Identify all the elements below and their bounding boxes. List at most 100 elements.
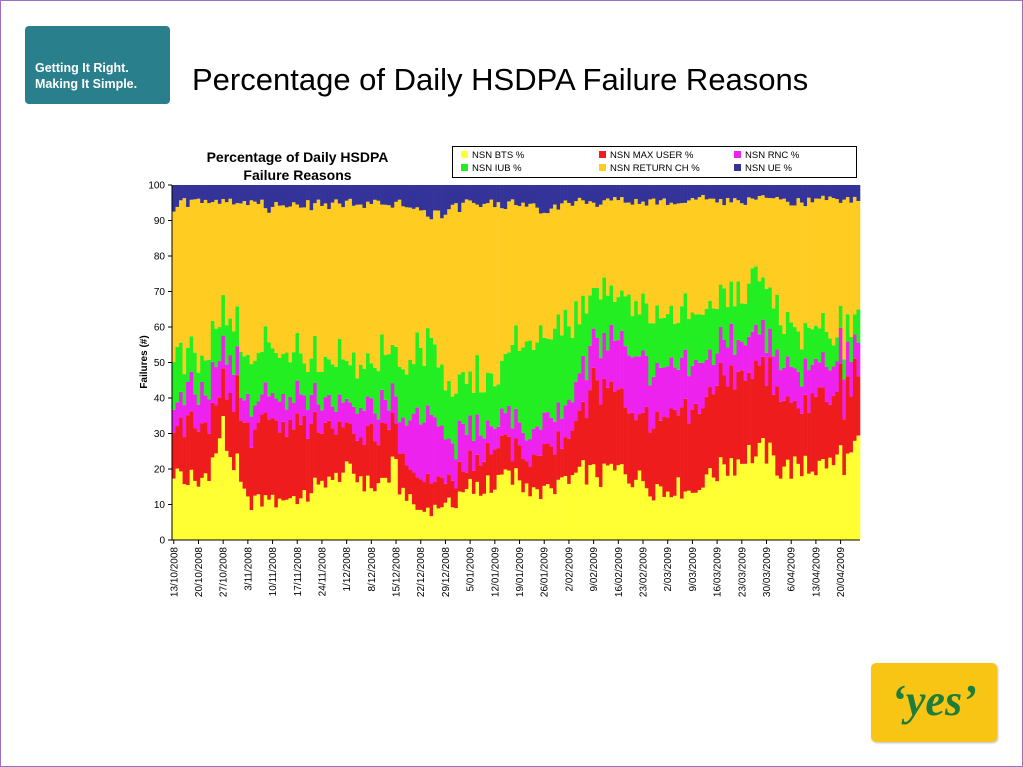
bar-segment-1 bbox=[436, 476, 441, 509]
bar-segment-3 bbox=[521, 347, 526, 433]
bar-segment-2 bbox=[461, 423, 466, 472]
bar-segment-5 bbox=[602, 185, 607, 201]
bar-segment-5 bbox=[613, 185, 617, 198]
bar-segment-3 bbox=[274, 352, 279, 399]
bar-segment-1 bbox=[591, 367, 596, 465]
bar-segment-2 bbox=[570, 402, 575, 431]
bar-segment-0 bbox=[355, 482, 360, 540]
bar-segment-0 bbox=[831, 465, 836, 540]
bar-segment-3 bbox=[429, 337, 434, 415]
bar-segment-5 bbox=[722, 185, 727, 206]
bar-segment-0 bbox=[231, 470, 236, 540]
bar-segment-5 bbox=[828, 185, 833, 197]
bar-segment-0 bbox=[778, 478, 783, 540]
bar-segment-1 bbox=[722, 375, 727, 465]
bar-segment-4 bbox=[687, 200, 691, 320]
bar-segment-1 bbox=[376, 445, 381, 484]
y-tick-label: 90 bbox=[154, 216, 166, 227]
bar-segment-0 bbox=[602, 463, 607, 540]
bar-segment-4 bbox=[510, 199, 515, 345]
bar-segment-1 bbox=[281, 421, 286, 501]
bar-segment-3 bbox=[584, 313, 589, 381]
bar-segment-3 bbox=[750, 268, 755, 332]
bar-segment-0 bbox=[549, 488, 554, 540]
bar-segment-0 bbox=[210, 457, 215, 540]
bar-segment-5 bbox=[228, 185, 233, 199]
bar-segment-1 bbox=[373, 441, 377, 492]
bar-segment-4 bbox=[673, 204, 677, 325]
bar-segment-1 bbox=[207, 433, 212, 482]
bar-segment-2 bbox=[341, 402, 346, 428]
bar-segment-4 bbox=[450, 204, 455, 397]
bar-segment-4 bbox=[810, 202, 815, 330]
bar-segment-1 bbox=[574, 421, 579, 473]
legend-entry-ue: NSN UE % bbox=[734, 163, 792, 175]
bar-segment-3 bbox=[747, 283, 751, 337]
bar-segment-5 bbox=[193, 185, 197, 200]
x-tick-label: 27/10/2008 bbox=[219, 547, 230, 597]
bar-segment-0 bbox=[563, 475, 568, 540]
bar-segment-5 bbox=[418, 185, 423, 211]
bar-segment-0 bbox=[771, 455, 776, 540]
bar-segment-0 bbox=[461, 492, 466, 540]
bar-segment-1 bbox=[369, 423, 374, 489]
bar-segment-1 bbox=[486, 442, 490, 476]
bar-segment-1 bbox=[605, 387, 610, 466]
bar-segment-2 bbox=[676, 369, 681, 416]
bar-segment-0 bbox=[542, 485, 547, 540]
bar-segment-1 bbox=[796, 408, 801, 464]
bar-segment-5 bbox=[309, 185, 314, 211]
bar-segment-4 bbox=[468, 200, 473, 372]
bar-segment-4 bbox=[845, 197, 850, 315]
legend-swatch-max-user bbox=[599, 151, 606, 158]
bar-segment-4 bbox=[807, 197, 811, 328]
bar-segment-1 bbox=[771, 394, 776, 456]
bar-segment-3 bbox=[665, 314, 670, 367]
bar-segment-0 bbox=[457, 491, 462, 540]
bar-segment-5 bbox=[567, 185, 571, 203]
bar-segment-3 bbox=[644, 303, 649, 356]
bar-segment-4 bbox=[556, 209, 561, 315]
bar-segment-4 bbox=[800, 202, 804, 350]
bar-segment-4 bbox=[404, 207, 409, 375]
bar-segment-4 bbox=[764, 197, 769, 289]
bar-segment-3 bbox=[771, 308, 776, 357]
bar-segment-0 bbox=[172, 478, 176, 540]
bar-segment-3 bbox=[697, 314, 702, 363]
bar-segment-5 bbox=[224, 185, 229, 203]
bar-segment-1 bbox=[182, 437, 187, 485]
bar-segment-4 bbox=[750, 198, 755, 269]
bar-segment-0 bbox=[824, 468, 829, 540]
bar-segment-4 bbox=[736, 200, 741, 282]
bar-segment-3 bbox=[415, 332, 420, 408]
bar-segment-5 bbox=[253, 185, 257, 202]
bar-segment-3 bbox=[683, 293, 688, 350]
bar-segment-0 bbox=[447, 497, 452, 540]
bar-segment-0 bbox=[404, 500, 409, 540]
bar-segment-2 bbox=[803, 358, 808, 395]
bar-segment-5 bbox=[394, 185, 399, 202]
bar-segment-2 bbox=[845, 341, 850, 377]
bar-segment-4 bbox=[503, 208, 508, 354]
bar-segment-2 bbox=[789, 366, 794, 403]
bar-segment-0 bbox=[443, 502, 448, 540]
bar-segment-4 bbox=[433, 210, 437, 345]
bar-segment-4 bbox=[387, 205, 392, 355]
bar-segment-2 bbox=[680, 357, 684, 408]
bar-segment-4 bbox=[306, 200, 310, 372]
bar-segment-5 bbox=[267, 185, 272, 213]
bar-segment-3 bbox=[630, 316, 635, 358]
bar-segment-1 bbox=[570, 430, 575, 476]
bar-segment-2 bbox=[517, 422, 522, 446]
bar-segment-1 bbox=[792, 400, 797, 457]
bar-segment-3 bbox=[807, 327, 811, 371]
bar-segment-4 bbox=[531, 203, 536, 350]
bar-segment-5 bbox=[461, 185, 466, 203]
bar-segment-1 bbox=[634, 420, 639, 480]
bar-segment-5 bbox=[306, 185, 310, 201]
bar-segment-5 bbox=[496, 185, 501, 203]
bar-segment-3 bbox=[302, 363, 307, 396]
bar-segment-3 bbox=[803, 323, 808, 359]
bar-segment-2 bbox=[683, 349, 688, 399]
bar-segment-5 bbox=[239, 185, 243, 204]
